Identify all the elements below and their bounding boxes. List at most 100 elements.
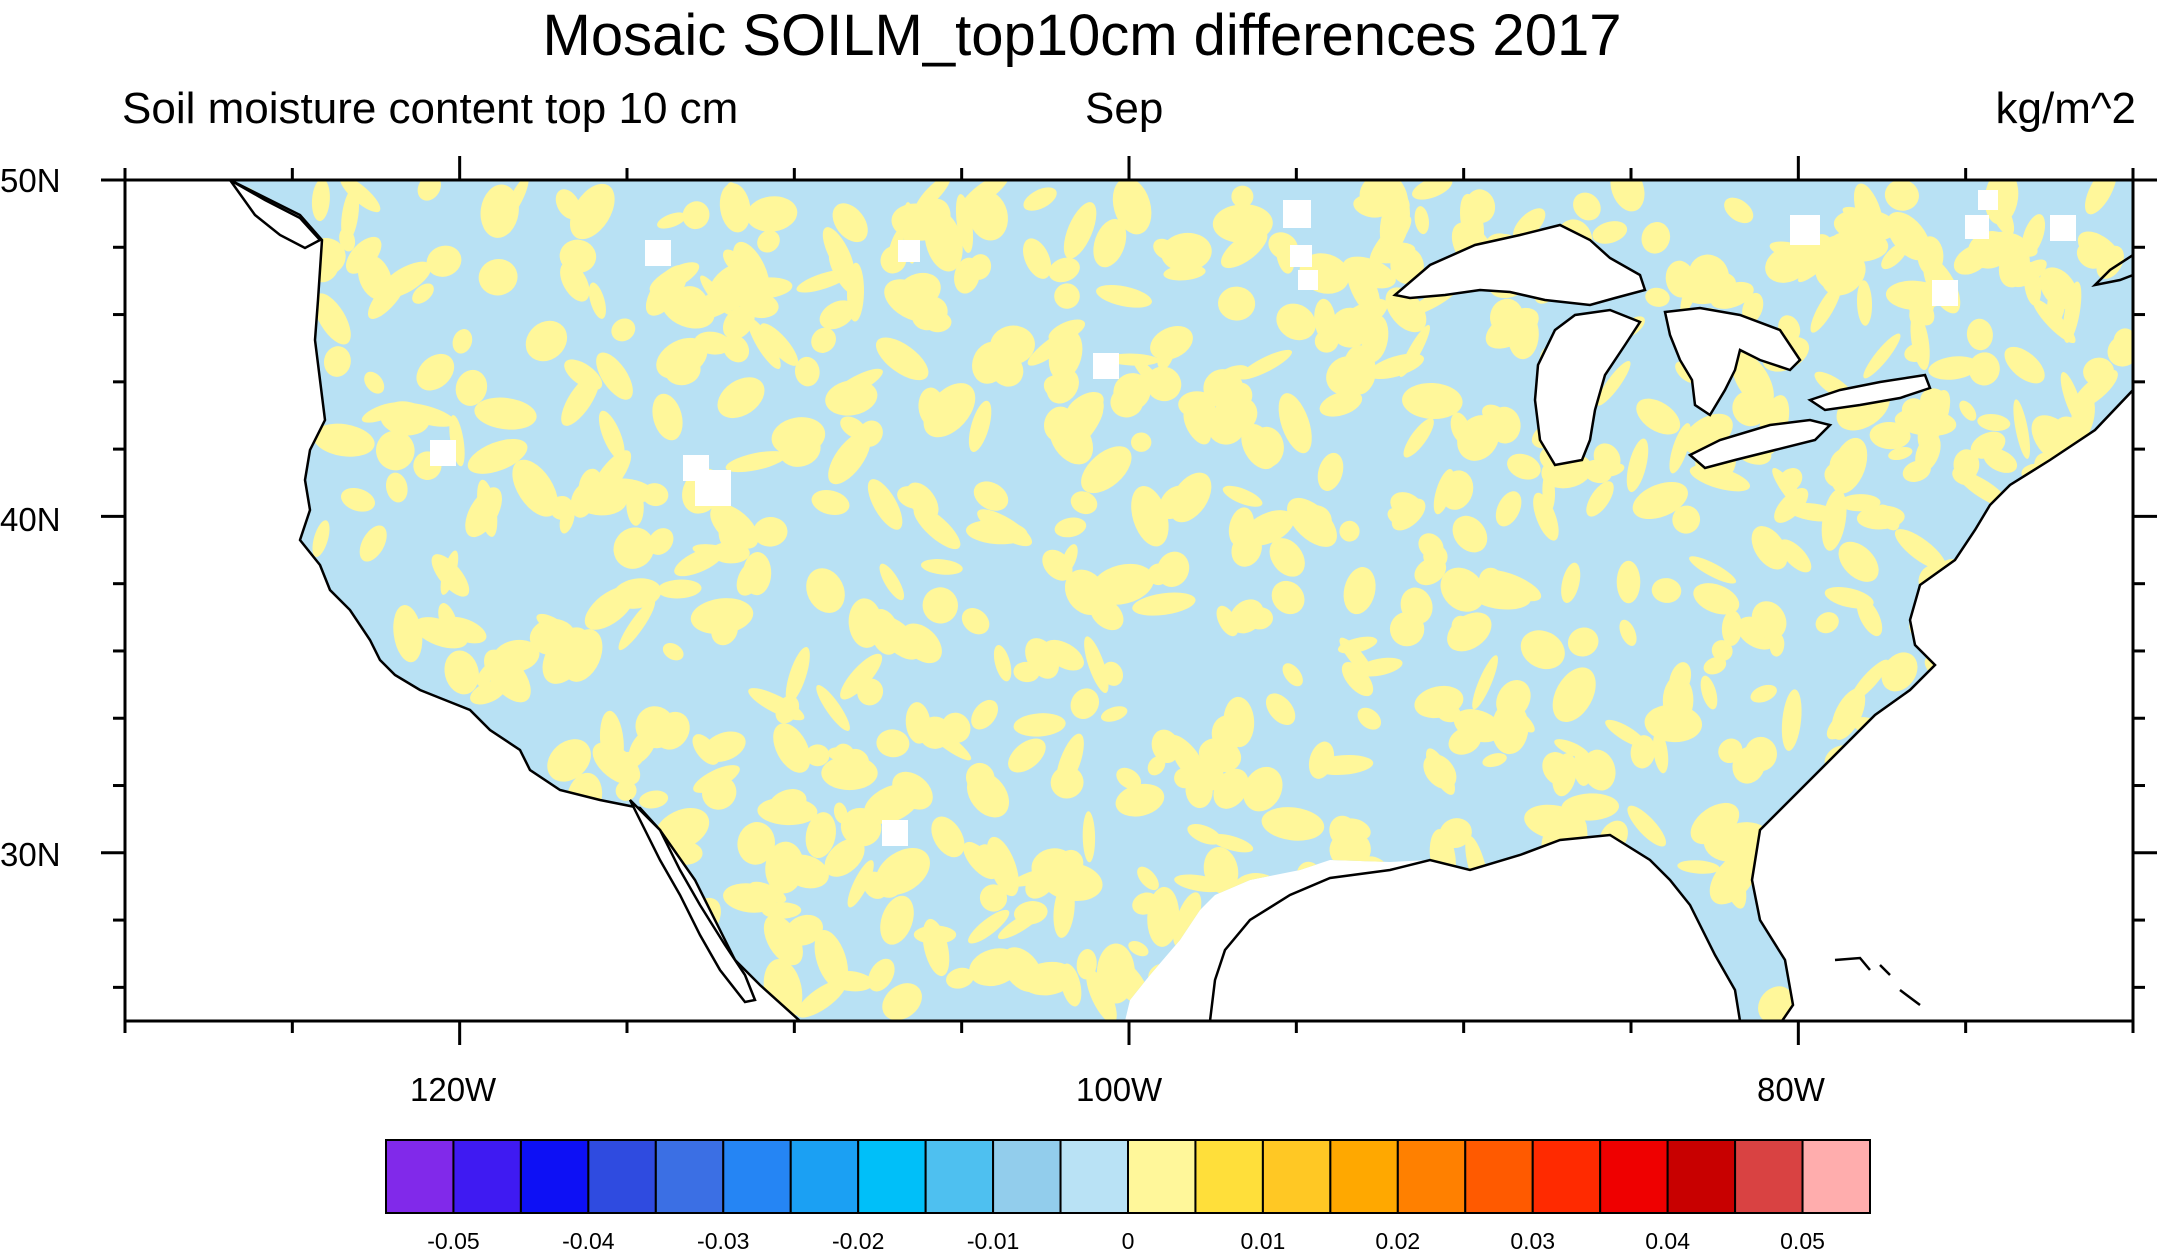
- anomaly-patch: [1198, 738, 1242, 773]
- anomaly-patch: [913, 925, 957, 944]
- anomaly-patch: [569, 183, 615, 240]
- anomaly-patch: [1382, 189, 1398, 215]
- missing-data-cell: [695, 470, 731, 506]
- lake-huron: [1663, 306, 1802, 417]
- anomaly-patch: [896, 272, 941, 310]
- anomaly-patch: [1450, 412, 1470, 444]
- colorbar-label: -0.04: [562, 1228, 615, 1254]
- subtitle-left: Soil moisture content top 10 cm: [122, 84, 739, 133]
- lake-erie: [1687, 418, 1833, 470]
- anomaly-patch: [977, 509, 1033, 547]
- anomaly-patch: [847, 860, 874, 908]
- anomaly-patch: [879, 563, 905, 601]
- anomaly-patch: [880, 895, 914, 945]
- anomaly-patch: [827, 970, 874, 992]
- anomaly-patch: [1156, 331, 1176, 370]
- anomaly-patch: [1507, 453, 1541, 480]
- anomaly-patch: [919, 720, 972, 761]
- colorbar-box: [1059, 1139, 1130, 1214]
- anomaly-patch: [1241, 423, 1278, 470]
- coastline-atlantic: [1750, 389, 2133, 1021]
- anomaly-patch: [1093, 218, 1127, 268]
- colorbar-box: [1734, 1139, 1804, 1214]
- anomaly-patch: [2021, 214, 2046, 257]
- anomaly-patch: [1503, 704, 1535, 733]
- anomaly-patch: [1482, 753, 1507, 768]
- anomaly-patch: [1081, 446, 1132, 494]
- anomaly-patch: [1100, 706, 1128, 722]
- anomaly-patch: [1403, 418, 1434, 458]
- anomaly-patch: [965, 762, 995, 793]
- missing-data-cell: [898, 240, 920, 262]
- anomaly-patch: [1520, 630, 1565, 670]
- anomaly-patch: [1826, 707, 1860, 740]
- anomaly-patch: [1402, 382, 1463, 420]
- anomaly-patch: [1057, 849, 1084, 877]
- anomaly-patch: [876, 729, 910, 758]
- anomaly-patch: [1533, 492, 1559, 541]
- anomaly-patch: [1043, 375, 1068, 398]
- colorbar-box: [1127, 1139, 1197, 1214]
- anomaly-patch: [1185, 771, 1213, 809]
- anomaly-patch: [997, 909, 1043, 940]
- anomaly-patch: [2013, 399, 2031, 459]
- anomaly-patch: [588, 282, 606, 319]
- anomaly-patch: [1055, 733, 1084, 791]
- anomaly-patch: [1619, 619, 1637, 646]
- anomaly-patch: [1163, 264, 1206, 281]
- anomaly-patch: [345, 236, 382, 274]
- anomaly-patch: [875, 848, 930, 895]
- anomaly-patch: [657, 212, 687, 229]
- anomaly-patch: [737, 822, 775, 865]
- anomaly-patch: [1838, 541, 1879, 582]
- anomaly-patch: [2084, 180, 2117, 215]
- anomaly-patch: [611, 318, 636, 342]
- anomaly-patch: [1271, 580, 1305, 615]
- anomaly-patch: [805, 812, 836, 859]
- anomaly-patch: [1876, 504, 1900, 531]
- anomaly-patch: [1723, 861, 1747, 909]
- anomaly-patch: [1343, 567, 1376, 615]
- anomaly-patch: [968, 254, 992, 280]
- anomaly-patch: [1282, 663, 1303, 687]
- anomaly-patch: [1216, 605, 1239, 637]
- anomaly-patch: [1070, 688, 1100, 720]
- anomaly-patch: [1023, 238, 1052, 279]
- anomaly-patch: [1106, 353, 1160, 366]
- anomaly-patch: [1888, 446, 1913, 461]
- baja-california: [628, 799, 757, 1004]
- anomaly-patch: [1082, 811, 1096, 863]
- anomaly-patch: [1721, 610, 1743, 646]
- anomaly-patch: [757, 230, 780, 253]
- anomaly-patch: [1894, 529, 1946, 570]
- anomaly-patch: [710, 503, 759, 549]
- anomaly-patch: [618, 599, 656, 651]
- anomaly-patch: [1218, 286, 1256, 321]
- anomaly-patch: [2076, 242, 2104, 269]
- anomaly-patch: [1287, 497, 1337, 547]
- lake-ontario: [1807, 373, 1932, 412]
- lon-label-80w: 80W: [1757, 1071, 1825, 1108]
- anomaly-patch: [665, 355, 701, 386]
- anomaly-patch: [1732, 746, 1766, 784]
- anomaly-patch: [1928, 356, 1979, 380]
- anomaly-patch: [805, 744, 830, 767]
- anomaly-patch: [341, 188, 360, 243]
- anomaly-patch: [512, 459, 558, 517]
- anomaly-patch: [736, 559, 765, 596]
- anomaly-patch: [641, 483, 669, 507]
- anomaly-patch: [1145, 366, 1182, 402]
- anomaly-patch: [972, 341, 1008, 384]
- anomaly-patch: [864, 783, 920, 824]
- anomaly-patch: [875, 615, 921, 660]
- anomaly-patch: [426, 245, 462, 277]
- anomaly-patch: [757, 797, 818, 826]
- anomaly-patch: [1815, 612, 1839, 634]
- anomaly-patch: [311, 180, 330, 222]
- anomaly-patch: [1842, 206, 1901, 234]
- anomaly-patch: [1169, 472, 1212, 523]
- anomaly-patch: [993, 645, 1012, 682]
- anomaly-patch: [882, 983, 922, 1021]
- anomaly-patch: [961, 608, 990, 635]
- anomaly-patch: [547, 739, 591, 782]
